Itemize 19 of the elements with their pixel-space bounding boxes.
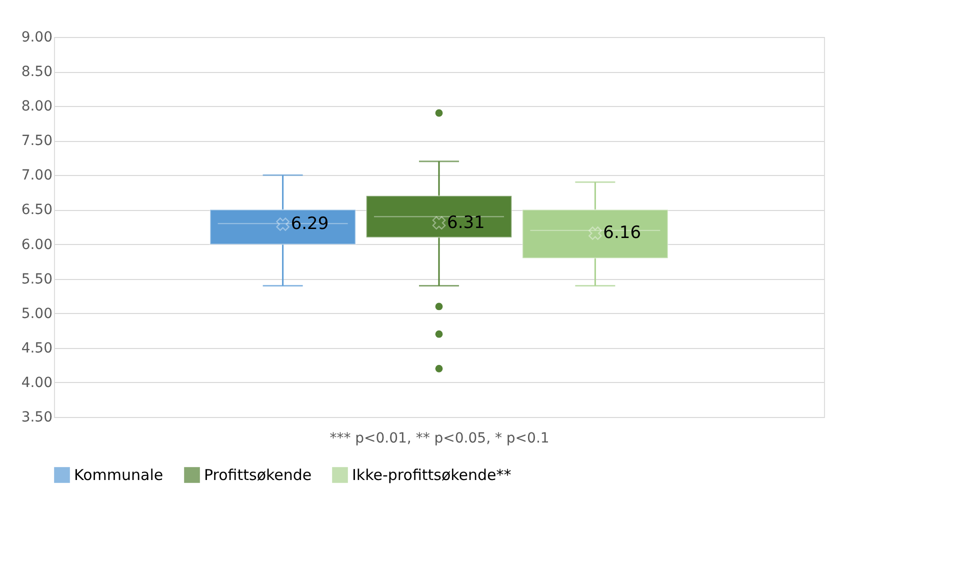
y-tick-label: 8.00: [21, 98, 52, 115]
legend-label: Profittsøkende: [204, 466, 312, 484]
text: 6.16: [603, 223, 642, 244]
y-tick-label: 3.50: [21, 410, 52, 426]
y-tick-label: 7.00: [21, 168, 52, 184]
legend-label: Ikke-profittsøkende**: [352, 466, 512, 484]
y-tick-label: 6.50: [21, 202, 52, 218]
text: 6.31: [447, 212, 485, 233]
y-tick-label: 5.00: [21, 306, 52, 322]
y-tick-label: 5.50: [21, 271, 52, 288]
y-tick-label: 8.50: [21, 64, 52, 80]
text: 6.29: [290, 214, 329, 234]
y-tick-label: 9.00: [21, 30, 52, 46]
y-tick-label: 4.00: [21, 374, 52, 391]
y-tick-label: 4.50: [21, 340, 52, 356]
y-tick-label: 7.50: [21, 133, 52, 150]
text: *** p<0.01, ** p<0.05, * p<0.1: [330, 430, 550, 446]
legend-label: Kommunale: [74, 466, 164, 484]
y-tick-label: 6.00: [21, 236, 52, 253]
